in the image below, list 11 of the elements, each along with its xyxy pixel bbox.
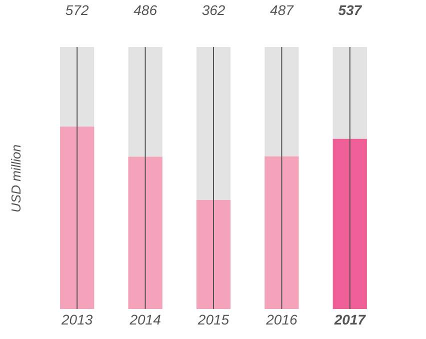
data-label: 486 (134, 2, 158, 18)
x-tick-label: 2014 (128, 312, 162, 328)
x-tick-label: 2015 (196, 312, 230, 328)
x-tick-label: 2017 (333, 312, 367, 328)
data-label: 487 (270, 2, 295, 18)
y-axis-title: USD million (8, 144, 24, 212)
data-label: 572 (65, 2, 89, 18)
data-label: 537 (338, 2, 363, 18)
x-tick-label: 2016 (265, 312, 298, 328)
x-tick-label: 2013 (60, 312, 93, 328)
data-label: 362 (202, 2, 226, 18)
